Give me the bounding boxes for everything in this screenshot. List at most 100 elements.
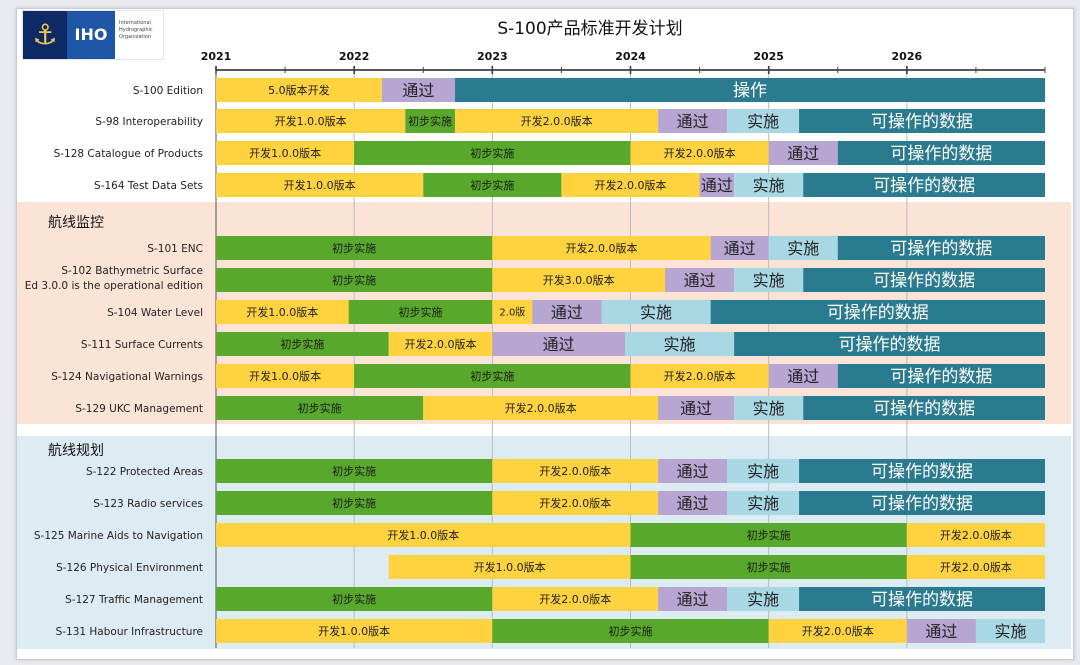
logo-organization: International Hydrographic Organization bbox=[119, 20, 163, 41]
gantt-bar-label: 初步实施 bbox=[298, 401, 342, 415]
row-label: S-164 Test Data Sets bbox=[94, 180, 203, 192]
year-tick-label: 2023 bbox=[477, 50, 508, 63]
gantt-bar-impl bbox=[348, 300, 493, 324]
gantt-bar-impl bbox=[216, 491, 493, 515]
row-label: S-129 UKC Management bbox=[75, 403, 203, 415]
section-label: 航线规划 bbox=[48, 443, 104, 459]
gantt-bar-dev bbox=[388, 332, 493, 356]
row-label: S-111 Surface Currents bbox=[81, 339, 203, 351]
gantt-bar-label: 可操作的数据 bbox=[839, 335, 941, 355]
gantt-bar-pass bbox=[658, 109, 728, 133]
gantt-bar-label: 实施 bbox=[747, 494, 779, 513]
gantt-bar-label: 可操作的数据 bbox=[890, 239, 992, 259]
gantt-bar-label: 通过 bbox=[677, 494, 709, 513]
gantt-bar-label: 可操作的数据 bbox=[871, 590, 973, 610]
gantt-bar-dev bbox=[216, 109, 406, 133]
gantt-bar-label: 开发2.0.0版本 bbox=[664, 369, 736, 383]
anchor-emblem-icon: ⚓ bbox=[23, 11, 67, 59]
gantt-bar-pass bbox=[492, 332, 625, 356]
gantt-bar-label: 通过 bbox=[787, 367, 819, 386]
gantt-bar-implement bbox=[768, 236, 838, 260]
gantt-bar-operate bbox=[837, 141, 1045, 165]
gantt-bar-dev bbox=[216, 78, 382, 102]
gantt-bar-label: 通过 bbox=[925, 622, 957, 641]
gantt-bar-operate bbox=[803, 396, 1045, 420]
gantt-bar-dev bbox=[630, 141, 769, 165]
gantt-bar-label: 初步实施 bbox=[332, 496, 376, 510]
gantt-bar-label: 开发2.0.0版本 bbox=[505, 401, 577, 415]
gantt-bar-label: 实施 bbox=[753, 271, 785, 290]
gantt-bar-label: 可操作的数据 bbox=[871, 112, 973, 132]
gantt-bar-label: 可操作的数据 bbox=[871, 494, 973, 514]
gantt-bar-label: 初步实施 bbox=[470, 146, 514, 160]
gantt-bar-implement bbox=[624, 332, 735, 356]
gantt-bar-impl bbox=[354, 364, 631, 388]
gantt-bar-implement bbox=[727, 491, 800, 515]
gantt-bar-label: 通过 bbox=[724, 239, 756, 258]
gantt-bar-label: 可操作的数据 bbox=[827, 303, 929, 323]
gantt-bar-operate bbox=[837, 364, 1045, 388]
row-label: S-122 Protected Areas bbox=[86, 466, 203, 478]
gantt-bar-pass bbox=[658, 491, 728, 515]
gantt-bar-label: 可操作的数据 bbox=[890, 367, 992, 387]
gantt-bar-label: 可操作的数据 bbox=[873, 399, 975, 419]
gantt-bar-dev bbox=[768, 619, 907, 643]
gantt-bar-label: 通过 bbox=[677, 112, 709, 131]
gantt-bar-pass bbox=[768, 364, 838, 388]
gantt-bar-label: 开发2.0.0版本 bbox=[664, 146, 736, 160]
gantt-bar-label: 初步实施 bbox=[470, 369, 514, 383]
gantt-bar-dev bbox=[492, 491, 659, 515]
row-label: S-102 Bathymetric Surface bbox=[61, 265, 203, 277]
gantt-bar-label: 实施 bbox=[747, 462, 779, 481]
gantt-bar-implement bbox=[727, 587, 800, 611]
gantt-bar-dev bbox=[216, 300, 349, 324]
gantt-bar-pass bbox=[906, 619, 976, 643]
gantt-bar-label: 通过 bbox=[402, 81, 434, 100]
gantt-bar-label: 初步实施 bbox=[280, 337, 324, 351]
logo-org-line: Organization bbox=[119, 34, 151, 40]
gantt-bar-operate bbox=[803, 173, 1045, 197]
gantt-bar-label: 初步实施 bbox=[332, 241, 376, 255]
gantt-bar-label: 开发2.0.0版本 bbox=[940, 560, 1012, 574]
gantt-bar-impl bbox=[630, 523, 907, 547]
logo-abbreviation: IHO bbox=[67, 11, 115, 59]
gantt-bar-label: 初步实施 bbox=[609, 624, 653, 638]
gantt-bar-dev bbox=[492, 268, 666, 292]
gantt-bar-impl bbox=[216, 396, 424, 420]
gantt-bar-label: 初步实施 bbox=[408, 114, 452, 128]
gantt-bar-label: 初步实施 bbox=[332, 464, 376, 478]
gantt-bar-label: 初步实施 bbox=[398, 305, 442, 319]
gantt-bar-dev bbox=[388, 555, 631, 579]
gantt-bar-label: 开发2.0.0版本 bbox=[565, 241, 637, 255]
row-label: S-98 Interoperability bbox=[95, 116, 203, 128]
gantt-bar-dev bbox=[216, 619, 493, 643]
gantt-bar-dev bbox=[216, 364, 355, 388]
row-label: S-123 Radio services bbox=[93, 498, 203, 510]
gantt-bar-label: 开发2.0.0版本 bbox=[940, 528, 1012, 542]
gantt-bar-implement bbox=[727, 109, 800, 133]
gantt-bar-label: 可操作的数据 bbox=[873, 176, 975, 196]
row-label: S-128 Catalogue of Products bbox=[54, 148, 203, 160]
gantt-bar-label: 开发2.0.0版本 bbox=[802, 624, 874, 638]
year-tick-label: 2025 bbox=[753, 50, 784, 63]
gantt-bar-label: 初步实施 bbox=[747, 560, 791, 574]
chart-title: S-100产品标准开发计划 bbox=[497, 19, 683, 39]
gantt-bar-label: 实施 bbox=[753, 399, 785, 418]
gantt-bar-label: 实施 bbox=[994, 622, 1026, 641]
gantt-bar-label: 通过 bbox=[787, 144, 819, 163]
iho-logo: ⚓ IHO International Hydrographic Organiz… bbox=[22, 10, 164, 60]
gantt-bar-label: 实施 bbox=[747, 590, 779, 609]
gantt-bar-label: 开发1.0.0版本 bbox=[318, 624, 390, 638]
gantt-bar-operate bbox=[799, 587, 1045, 611]
gantt-bar-impl bbox=[630, 555, 907, 579]
gantt-bar-label: 开发2.0.0版本 bbox=[405, 337, 477, 351]
gantt-bar-label: 通过 bbox=[677, 590, 709, 609]
gantt-bar-impl bbox=[405, 109, 456, 133]
row-label: S-127 Traffic Management bbox=[65, 594, 203, 606]
gantt-bar-label: 可操作的数据 bbox=[890, 144, 992, 164]
gantt-bar-label: 开发1.0.0版本 bbox=[246, 305, 318, 319]
gantt-bar-dev bbox=[492, 300, 533, 324]
gantt-bar-dev bbox=[216, 523, 631, 547]
gantt-bar-pass bbox=[532, 300, 602, 324]
gantt-bar-label: 初步实施 bbox=[332, 273, 376, 287]
